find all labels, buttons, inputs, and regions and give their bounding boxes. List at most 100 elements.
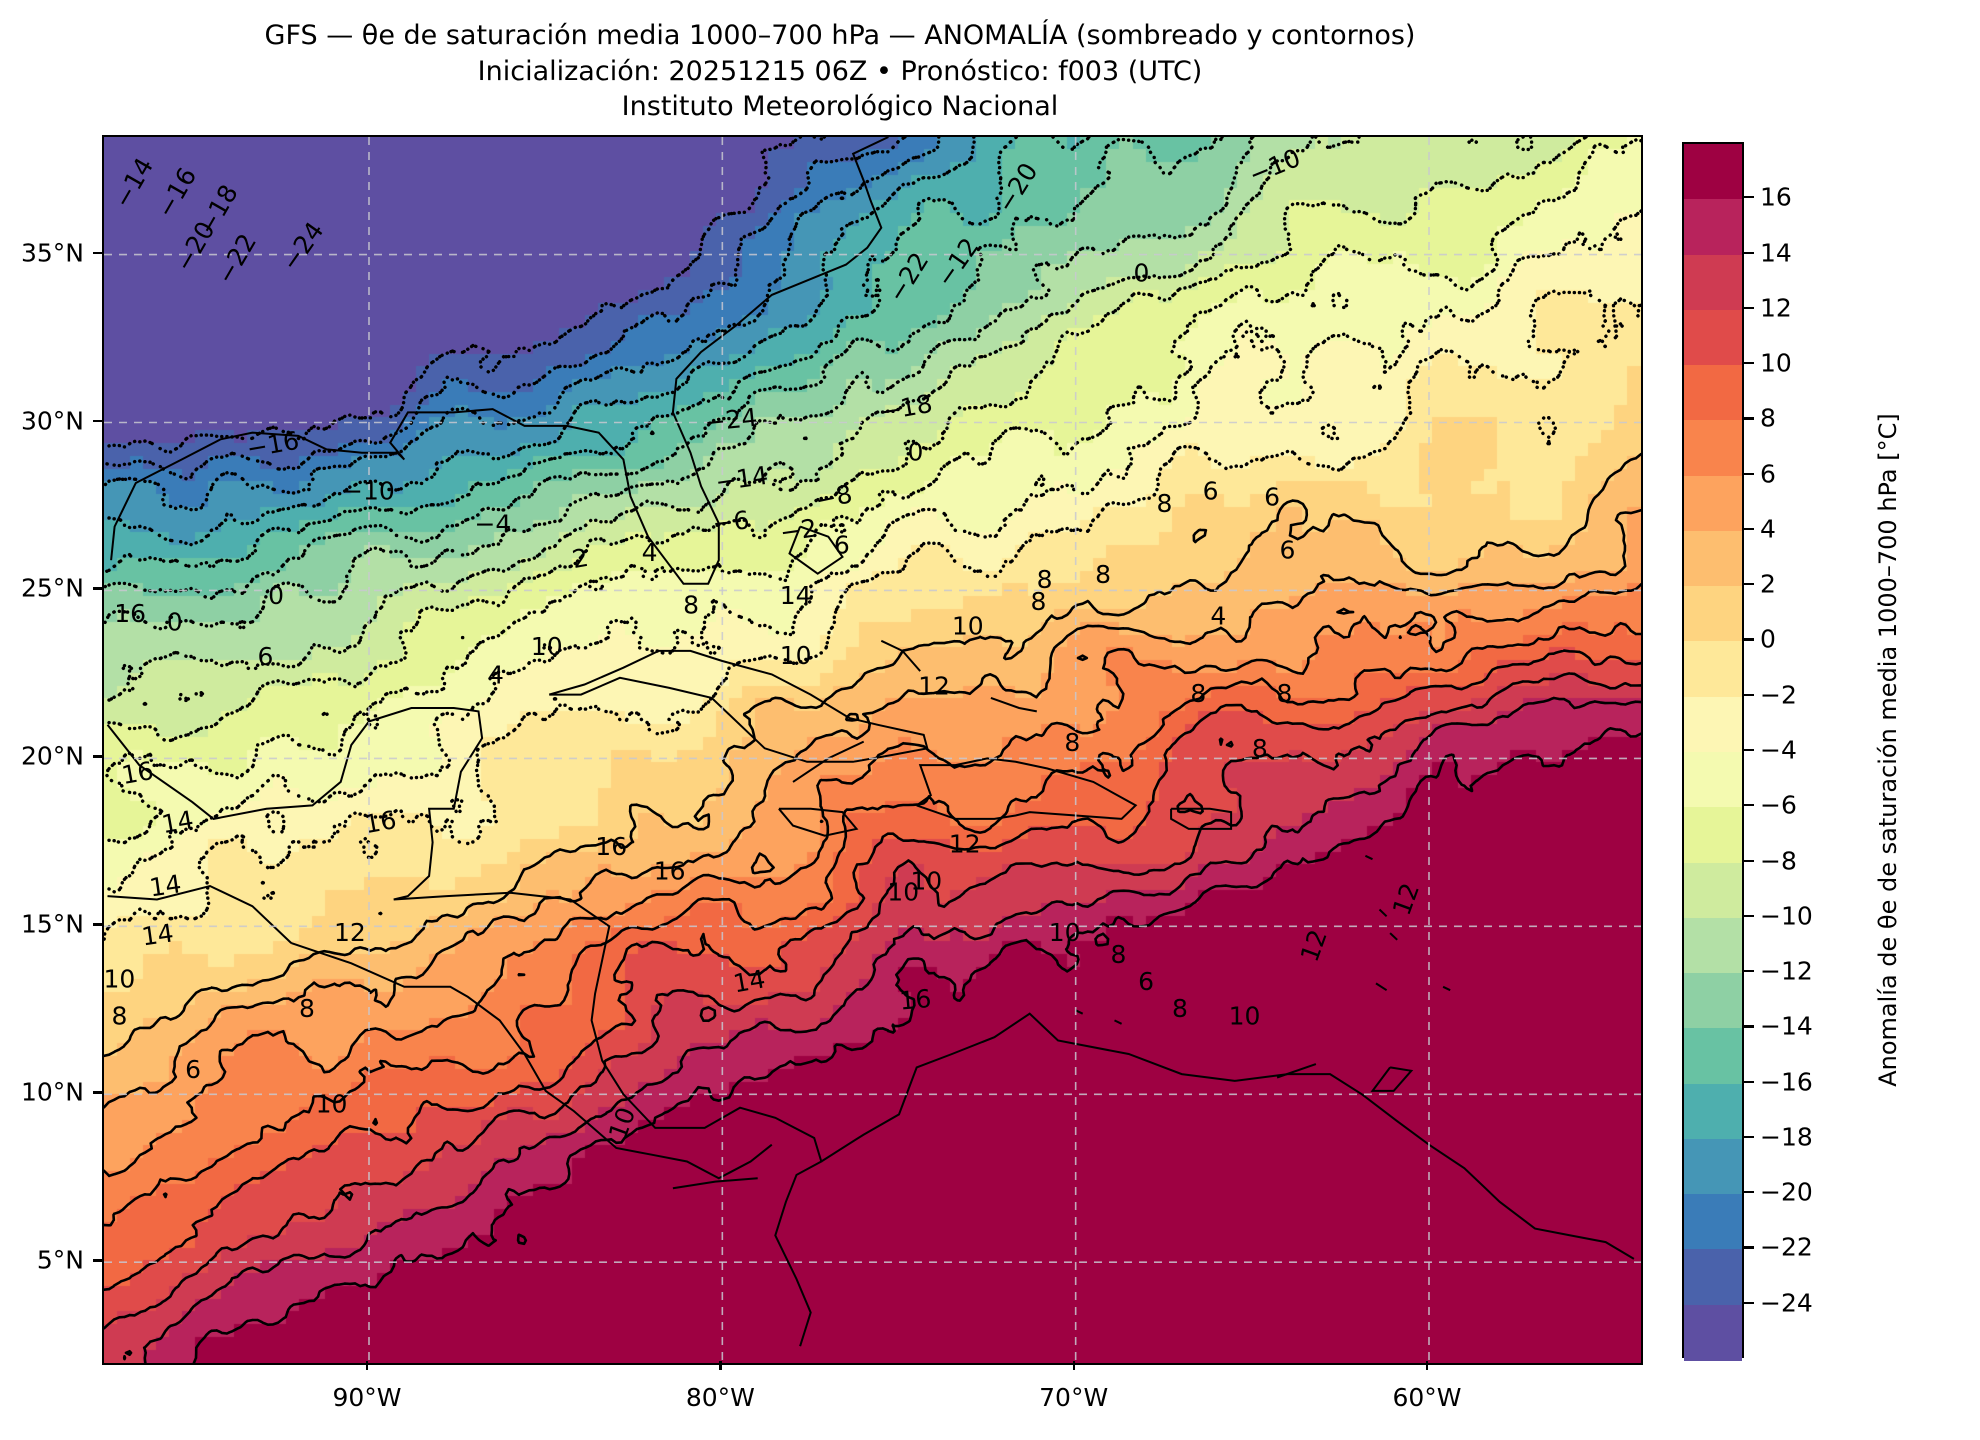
svg-text:12: 12: [949, 830, 981, 859]
coastline-path: [1114, 1019, 1123, 1025]
colorbar-tick-label: −12: [1760, 956, 1813, 986]
colorbar-tick-label: 8: [1760, 403, 1776, 433]
svg-text:16: 16: [362, 805, 398, 839]
y-axis-tick-mark: [93, 1259, 102, 1262]
y-axis-tick-label: 10°N: [20, 1077, 84, 1107]
colorbar-tick-mark: [1744, 362, 1754, 365]
svg-text:−22: −22: [882, 247, 935, 307]
contour-line--16: [104, 137, 1091, 574]
colorbar-band: [1684, 1194, 1742, 1251]
svg-text:10: 10: [104, 965, 135, 994]
x-axis-tick-label: 60°W: [1392, 1383, 1462, 1412]
x-axis-tick-label: 70°W: [1039, 1383, 1109, 1412]
colorbar-tick-label: −24: [1760, 1288, 1813, 1318]
svg-text:0: 0: [268, 581, 284, 610]
contour-label: −8−8: [813, 479, 855, 515]
contour-label: 88: [1031, 587, 1047, 616]
coastline-path: [110, 137, 889, 585]
svg-text:10: 10: [887, 877, 919, 906]
coastline-path: [107, 884, 292, 944]
svg-text:10: 10: [1049, 918, 1081, 947]
contour-line--10: [104, 137, 1534, 707]
figure-title-line-3: Instituto Meteorológico Nacional: [621, 91, 1059, 123]
contour-label: 88: [111, 1001, 127, 1030]
svg-text:6: 6: [1203, 477, 1219, 506]
svg-text:6: 6: [185, 1055, 201, 1084]
x-axis-tick-mark: [366, 1361, 369, 1370]
colorbar-band: [1684, 696, 1742, 753]
contour-label: −10−10: [342, 477, 395, 506]
svg-text:10: 10: [603, 1103, 641, 1143]
colorbar-tick-mark: [1744, 914, 1754, 917]
colorbar-tick-label: 2: [1760, 569, 1776, 599]
svg-text:−4: −4: [474, 510, 511, 539]
contour-label: 66: [257, 642, 273, 671]
contour-label: −6−6: [711, 505, 751, 538]
colorbar-title: Anomalía de θe de saturación media 1000–…: [1868, 142, 1908, 1358]
contour-label: −10−10: [1245, 143, 1305, 190]
contour-label: 66: [1138, 967, 1154, 996]
colorbar-tick-mark: [1744, 638, 1754, 641]
svg-text:6: 6: [1264, 483, 1280, 512]
colorbar-tick-mark: [1744, 749, 1754, 752]
contour-line--12: [104, 137, 1255, 631]
colorbar-tick-mark: [1744, 1191, 1754, 1194]
y-axis-tick-mark: [93, 755, 102, 758]
svg-text:6: 6: [257, 642, 273, 671]
svg-text:16: 16: [898, 984, 932, 1016]
contour-line--8: [104, 137, 1588, 743]
contour-label: 88: [1064, 728, 1080, 757]
colorbar-tick-label: 14: [1760, 238, 1792, 268]
contour-label: 88: [1172, 994, 1188, 1023]
colorbar-tick-label: −18: [1760, 1122, 1813, 1152]
contour-label: −4−4: [474, 510, 511, 539]
svg-text:10: 10: [1229, 1001, 1261, 1030]
colorbar-tick-mark: [1744, 472, 1754, 475]
colorbar-tick-mark: [1744, 970, 1754, 973]
colorbar-tick-label: −20: [1760, 1177, 1813, 1207]
colorbar-band: [1684, 586, 1742, 643]
contour-label: −22−22: [882, 247, 935, 307]
contour-label: 44: [488, 660, 504, 689]
svg-text:−16: −16: [151, 163, 202, 223]
svg-text:0: 0: [167, 608, 183, 637]
coastline-path: [1075, 1009, 1084, 1015]
contour-label: −18−18: [878, 389, 935, 427]
contour-label: 00: [1134, 258, 1150, 287]
colorbar: [1682, 142, 1744, 1361]
svg-text:−18: −18: [878, 389, 935, 427]
coastline-path: [880, 639, 921, 672]
contour-label: 88: [1252, 734, 1268, 763]
svg-text:6: 6: [1280, 535, 1296, 564]
contour-label: 22: [570, 543, 591, 574]
colorbar-band: [1684, 1304, 1742, 1361]
y-axis-tick-mark: [93, 587, 102, 590]
contour-line--2: [104, 289, 1641, 942]
svg-text:14: 14: [780, 581, 812, 610]
x-axis-tick-mark: [1426, 1361, 1429, 1370]
colorbar-band: [1684, 365, 1742, 421]
x-axis-tick-mark: [719, 1361, 722, 1370]
colorbar-tick-mark: [1744, 859, 1754, 862]
svg-text:10: 10: [910, 866, 942, 895]
contour-label: 66: [1264, 483, 1280, 512]
svg-text:8: 8: [1037, 565, 1053, 594]
coastline-path: [1370, 1066, 1414, 1092]
colorbar-band: [1684, 862, 1742, 919]
y-axis-tick-label: 5°N: [36, 1245, 84, 1275]
svg-text:8: 8: [1252, 734, 1268, 763]
